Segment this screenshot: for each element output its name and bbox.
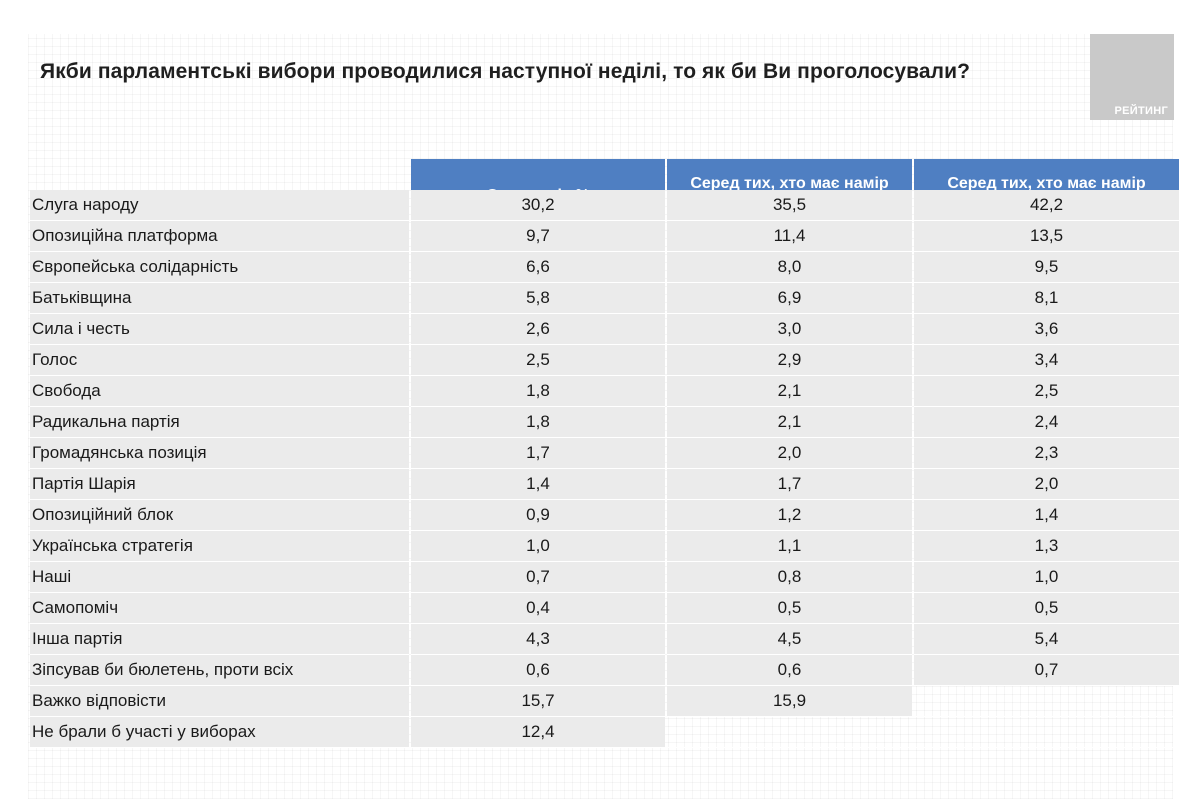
row-label: Європейська солідарність	[30, 252, 409, 283]
logo-text: РЕЙТИНГ	[1114, 105, 1168, 117]
value-cell-col3: 42,2	[914, 190, 1179, 221]
row-label: Свобода	[30, 376, 409, 407]
row-label: Зіпсував би бюлетень, проти всіх	[30, 655, 409, 686]
row-label: Радикальна партія	[30, 407, 409, 438]
value-cell-col3: 2,4	[914, 407, 1179, 438]
value-cell-col2: 0,6	[667, 655, 912, 686]
row-label: Голос	[30, 345, 409, 376]
row-label: Опозиційний блок	[30, 500, 409, 531]
value-cell-col2: 35,5	[667, 190, 912, 221]
value-cell-col3: 2,5	[914, 376, 1179, 407]
value-cell-col1: 2,5	[411, 345, 665, 376]
value-cell-col2: 2,0	[667, 438, 912, 469]
value-cell-col3: 2,3	[914, 438, 1179, 469]
value-cell-col1: 1,7	[411, 438, 665, 469]
value-cell-col1: 9,7	[411, 221, 665, 252]
value-cell-col1: 5,8	[411, 283, 665, 314]
value-cell-col2: 8,0	[667, 252, 912, 283]
row-label: Не брали б участі у виборах	[30, 717, 409, 748]
value-cell-col2: 3,0	[667, 314, 912, 345]
empty-cell	[914, 686, 1179, 717]
value-cell-col3: 3,4	[914, 345, 1179, 376]
value-cell-col1: 0,9	[411, 500, 665, 531]
value-cell-col3: 1,3	[914, 531, 1179, 562]
empty-cell	[667, 717, 912, 748]
value-cell-col1: 1,8	[411, 407, 665, 438]
value-cell-col3: 8,1	[914, 283, 1179, 314]
value-cell-col3: 0,7	[914, 655, 1179, 686]
row-label: Українська стратегія	[30, 531, 409, 562]
row-label: Самопоміч	[30, 593, 409, 624]
rating-logo: РЕЙТИНГ	[1090, 34, 1174, 120]
value-cell-col2: 1,1	[667, 531, 912, 562]
value-cell-col2: 2,9	[667, 345, 912, 376]
value-cell-col2: 1,2	[667, 500, 912, 531]
row-label: Опозиційна платформа	[30, 221, 409, 252]
value-cell-col2: 4,5	[667, 624, 912, 655]
value-cell-col1: 6,6	[411, 252, 665, 283]
page-title: Якби парламентські вибори проводилися на…	[40, 60, 971, 83]
row-label: Інша партія	[30, 624, 409, 655]
value-cell-col1: 0,7	[411, 562, 665, 593]
value-cell-col1: 1,8	[411, 376, 665, 407]
row-label: Батьківщина	[30, 283, 409, 314]
row-label: Громадянська позиція	[30, 438, 409, 469]
results-table: Серед усіх % Серед тих, хто має намір го…	[30, 159, 1179, 748]
value-cell-col1: 0,4	[411, 593, 665, 624]
value-cell-col3: 0,5	[914, 593, 1179, 624]
value-cell-col1: 0,6	[411, 655, 665, 686]
row-label: Важко відповісти	[30, 686, 409, 717]
value-cell-col1: 12,4	[411, 717, 665, 748]
row-label: Сила і честь	[30, 314, 409, 345]
value-cell-col2: 0,8	[667, 562, 912, 593]
value-cell-col2: 6,9	[667, 283, 912, 314]
row-label: Наші	[30, 562, 409, 593]
value-cell-col3: 1,0	[914, 562, 1179, 593]
value-cell-col1: 15,7	[411, 686, 665, 717]
value-cell-col3: 2,0	[914, 469, 1179, 500]
value-cell-col3: 9,5	[914, 252, 1179, 283]
value-cell-col1: 1,0	[411, 531, 665, 562]
value-cell-col1: 1,4	[411, 469, 665, 500]
value-cell-col2: 2,1	[667, 376, 912, 407]
value-cell-col1: 2,6	[411, 314, 665, 345]
value-cell-col3: 13,5	[914, 221, 1179, 252]
value-cell-col1: 30,2	[411, 190, 665, 221]
value-cell-col2: 11,4	[667, 221, 912, 252]
value-cell-col2: 1,7	[667, 469, 912, 500]
value-cell-col3: 1,4	[914, 500, 1179, 531]
value-cell-col2: 15,9	[667, 686, 912, 717]
value-cell-col2: 2,1	[667, 407, 912, 438]
value-cell-col1: 4,3	[411, 624, 665, 655]
value-cell-col2: 0,5	[667, 593, 912, 624]
value-cell-col3: 3,6	[914, 314, 1179, 345]
row-label: Партія Шарія	[30, 469, 409, 500]
row-label: Слуга народу	[30, 190, 409, 221]
value-cell-col3: 5,4	[914, 624, 1179, 655]
empty-cell	[914, 717, 1179, 748]
